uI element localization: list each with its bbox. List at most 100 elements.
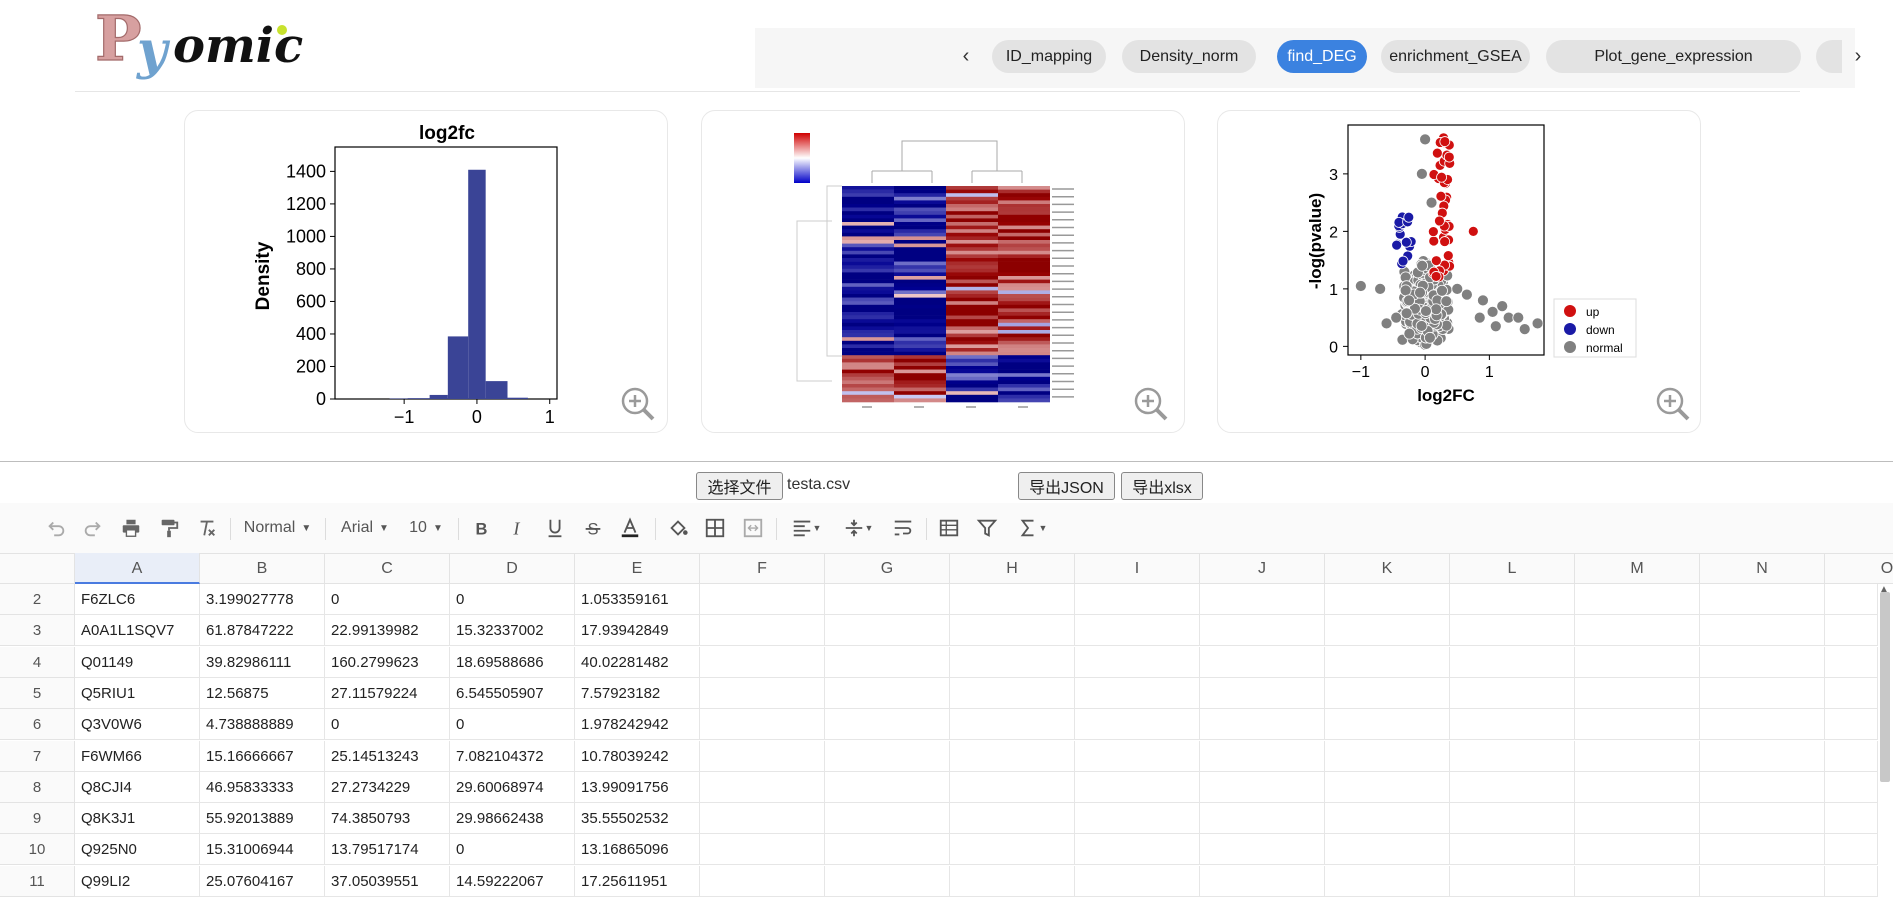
text-color-icon[interactable] [617, 515, 643, 541]
tab-find-deg[interactable]: find_DEG [1277, 40, 1367, 73]
table-cell[interactable] [1825, 677, 1878, 709]
fill-color-icon[interactable] [665, 515, 691, 541]
table-cell[interactable] [700, 709, 825, 741]
table-cell[interactable]: Q01149 [75, 646, 200, 678]
table-cell[interactable] [700, 834, 825, 866]
style-select[interactable]: Normal ▼ [240, 515, 315, 541]
table-cell[interactable] [1075, 646, 1200, 678]
sum-icon[interactable]: ▼ [1012, 515, 1052, 541]
table-cell[interactable]: Q8K3J1 [75, 803, 200, 835]
column-header-o[interactable]: O [1825, 553, 1893, 584]
row-header[interactable]: 6 [0, 709, 75, 741]
font-size-select[interactable]: 10 ▼ [405, 515, 447, 541]
table-cell[interactable] [700, 865, 825, 897]
table-cell[interactable]: F6WM66 [75, 740, 200, 772]
table-cell[interactable] [825, 865, 950, 897]
table-cell[interactable] [950, 803, 1075, 835]
table-cell[interactable] [1075, 709, 1200, 741]
font-select[interactable]: Arial ▼ [336, 515, 394, 541]
table-cell[interactable]: 3.199027778 [200, 584, 325, 615]
table-cell[interactable] [1575, 865, 1700, 897]
table-cell[interactable]: A0A1L1SQV7 [75, 615, 200, 647]
table-cell[interactable]: 0 [450, 584, 575, 615]
table-cell[interactable]: 17.93942849 [575, 615, 700, 647]
table-cell[interactable] [950, 615, 1075, 647]
column-header-i[interactable]: I [1075, 553, 1200, 584]
filter-icon[interactable] [974, 515, 1000, 541]
tabs-next-button[interactable]: › [1843, 40, 1873, 73]
scroll-up-icon[interactable]: ▲ [1879, 584, 1889, 595]
table-cell[interactable] [1450, 740, 1575, 772]
column-header-a[interactable]: A [75, 553, 200, 584]
table-cell[interactable] [1450, 865, 1575, 897]
table-cell[interactable]: 0 [325, 709, 450, 741]
table-cell[interactable] [1200, 584, 1325, 615]
tabs-prev-button[interactable]: ‹ [951, 40, 981, 73]
column-header-e[interactable]: E [575, 553, 700, 584]
underline-icon[interactable] [542, 515, 568, 541]
column-header-c[interactable]: C [325, 553, 450, 584]
undo-icon[interactable] [43, 515, 69, 541]
align-icon[interactable]: ▼ [786, 515, 826, 541]
table-cell[interactable]: 39.82986111 [200, 646, 325, 678]
export-xlsx-button[interactable]: 导出xlsx [1121, 472, 1203, 500]
table-cell[interactable]: 7.57923182 [575, 677, 700, 709]
table-cell[interactable] [1325, 865, 1450, 897]
table-cell[interactable] [1575, 740, 1700, 772]
row-header[interactable]: 9 [0, 803, 75, 835]
table-cell[interactable]: 13.79517174 [325, 834, 450, 866]
table-cell[interactable] [1075, 584, 1200, 615]
table-cell[interactable] [1075, 834, 1200, 866]
table-cell[interactable] [1575, 584, 1700, 615]
table-cell[interactable]: 27.11579224 [325, 677, 450, 709]
tab-plot-gene-expression[interactable]: Plot_gene_expression [1546, 40, 1801, 73]
column-header-n[interactable]: N [1700, 553, 1825, 584]
table-cell[interactable] [1575, 803, 1700, 835]
table-cell[interactable] [1450, 615, 1575, 647]
table-cell[interactable] [950, 646, 1075, 678]
table-cell[interactable] [1700, 865, 1825, 897]
table-cell[interactable] [1075, 803, 1200, 835]
table-cell[interactable] [1325, 740, 1450, 772]
table-cell[interactable] [700, 740, 825, 772]
table-cell[interactable] [1825, 771, 1878, 803]
zoom-in-icon[interactable] [619, 385, 657, 423]
column-header-d[interactable]: D [450, 553, 575, 584]
table-cell[interactable] [1575, 615, 1700, 647]
table-cell[interactable] [1200, 865, 1325, 897]
table-cell[interactable] [1700, 646, 1825, 678]
bold-icon[interactable]: B [468, 515, 494, 541]
tab-enrichment-gsea[interactable]: enrichment_GSEA [1381, 40, 1530, 73]
table-cell[interactable] [700, 646, 825, 678]
table-cell[interactable] [1700, 709, 1825, 741]
table-cell[interactable] [1450, 584, 1575, 615]
table-cell[interactable] [700, 615, 825, 647]
row-header[interactable]: 2 [0, 584, 75, 615]
table-cell[interactable] [825, 834, 950, 866]
table-cell[interactable] [825, 584, 950, 615]
row-header[interactable]: 5 [0, 677, 75, 709]
row-header[interactable]: 3 [0, 615, 75, 647]
tab-id-mapping[interactable]: ID_mapping [992, 40, 1106, 73]
table-cell[interactable]: 4.738888889 [200, 709, 325, 741]
row-header[interactable]: 8 [0, 771, 75, 803]
row-header[interactable]: 11 [0, 865, 75, 897]
column-header-l[interactable]: L [1450, 553, 1575, 584]
table-cell[interactable]: Q3V0W6 [75, 709, 200, 741]
table-cell[interactable] [1200, 771, 1325, 803]
row-header[interactable]: 4 [0, 646, 75, 678]
table-cell[interactable]: 13.99091756 [575, 771, 700, 803]
table-cell[interactable] [825, 615, 950, 647]
table-cell[interactable] [825, 677, 950, 709]
table-cell[interactable] [1325, 834, 1450, 866]
table-cell[interactable]: 46.95833333 [200, 771, 325, 803]
table-cell[interactable] [1325, 677, 1450, 709]
table-cell[interactable]: 40.02281482 [575, 646, 700, 678]
table-cell[interactable] [1450, 771, 1575, 803]
zoom-in-icon[interactable] [1132, 385, 1170, 423]
print-icon[interactable] [118, 515, 144, 541]
italic-icon[interactable]: I [505, 515, 531, 541]
column-header-b[interactable]: B [200, 553, 325, 584]
strikethrough-icon[interactable]: S [580, 515, 606, 541]
table-cell[interactable]: 17.25611951 [575, 865, 700, 897]
